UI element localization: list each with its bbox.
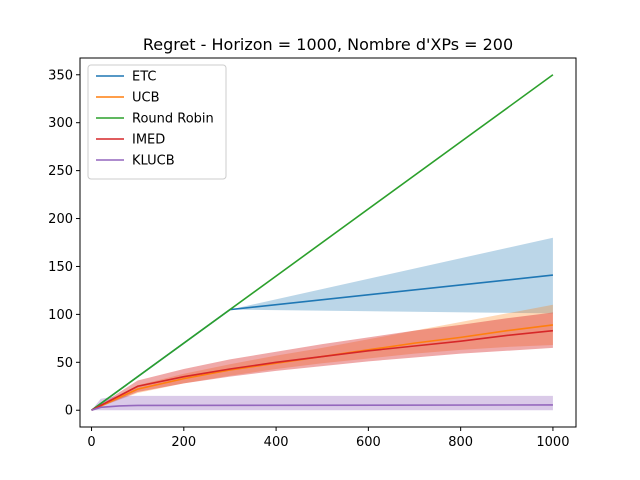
y-tick-label: 150 <box>48 260 73 275</box>
klucb-band <box>91 395 553 411</box>
chart-title: Regret - Horizon = 1000, Nombre d'XPs = … <box>143 35 513 54</box>
legend-label: KLUCB <box>132 154 175 169</box>
x-tick-label: 0 <box>87 435 95 450</box>
x-tick-label: 200 <box>171 435 196 450</box>
x-tick-label: 1000 <box>536 435 569 450</box>
y-tick-label: 350 <box>48 68 73 83</box>
legend: ETC UCB Round Robin IMED KLUCB <box>87 64 227 180</box>
round-robin-line <box>91 74 554 411</box>
series-lines <box>91 74 554 411</box>
x-tick-label: 400 <box>264 435 289 450</box>
x-tick-label: 800 <box>448 435 473 450</box>
y-tick-label: 0 <box>65 404 73 419</box>
y-tick-label: 300 <box>48 116 73 131</box>
klucb-line <box>91 404 553 411</box>
y-tick-label: 200 <box>48 212 73 227</box>
x-axis: 0 200 400 600 800 1000 <box>87 427 569 450</box>
y-tick-label: 100 <box>48 308 73 323</box>
plot-frame <box>79 57 577 428</box>
y-tick-label: 50 <box>56 356 73 371</box>
legend-label: Round Robin <box>132 112 214 127</box>
legend-label: ETC <box>132 70 156 85</box>
y-axis: 0 50 100 150 200 250 300 350 <box>48 68 80 419</box>
y-tick-label: 250 <box>48 164 73 179</box>
x-tick-label: 600 <box>356 435 381 450</box>
legend-label: UCB <box>132 91 160 106</box>
legend-label: IMED <box>132 133 165 148</box>
imed-line <box>91 329 554 411</box>
ucb-band <box>91 304 553 411</box>
legend-box <box>87 64 227 180</box>
etc-band <box>91 237 553 411</box>
imed-band <box>91 312 553 411</box>
